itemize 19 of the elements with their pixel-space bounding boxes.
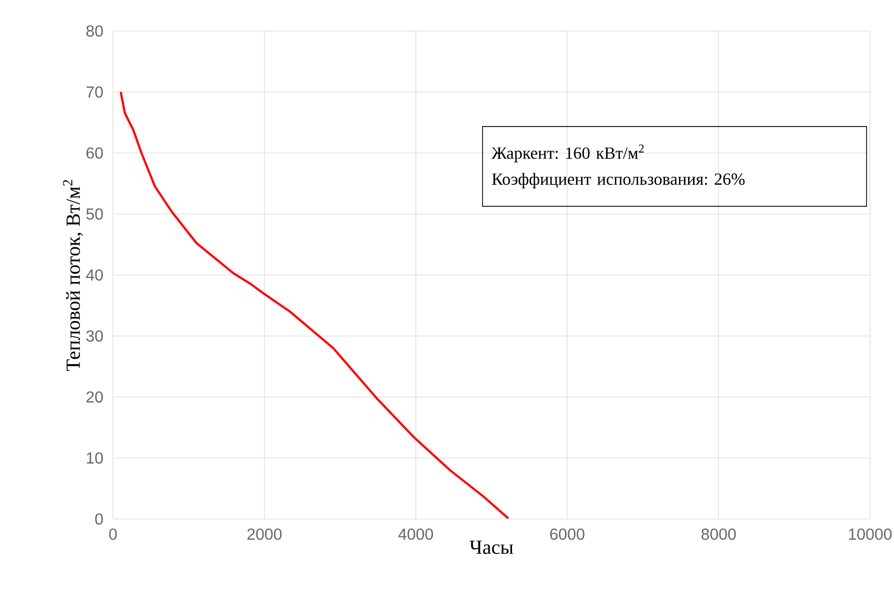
annotation: Коэффициент использования: 26% [492, 172, 745, 188]
y-tick-label: 80 [86, 25, 103, 37]
y-tick-label: 10 [86, 452, 103, 464]
y-tick-label: 20 [86, 391, 103, 403]
annotation: Жаркент: 160 кВт/м$^{2}$ [492, 144, 644, 162]
x-tick-label: 10000 [848, 528, 892, 540]
y-tick-label: 50 [86, 208, 103, 220]
x-tick-label: 8000 [702, 528, 736, 540]
y-tick-label: 0 [95, 513, 103, 525]
x-tick-label: 2000 [247, 528, 282, 540]
x-axis-title: Часы [470, 540, 514, 554]
x-tick-label: 6000 [550, 528, 584, 540]
y-tick-label: 70 [86, 86, 103, 98]
y-tick-label: 60 [86, 147, 103, 159]
x-tick-label: 0 [109, 528, 117, 540]
x-tick-label: 4000 [398, 528, 433, 540]
y-tick-label: 40 [86, 269, 103, 281]
y-axis-title: Тепловой поток, Вт/м$^{2}$ [63, 180, 83, 371]
y-tick-label: 30 [86, 330, 103, 342]
